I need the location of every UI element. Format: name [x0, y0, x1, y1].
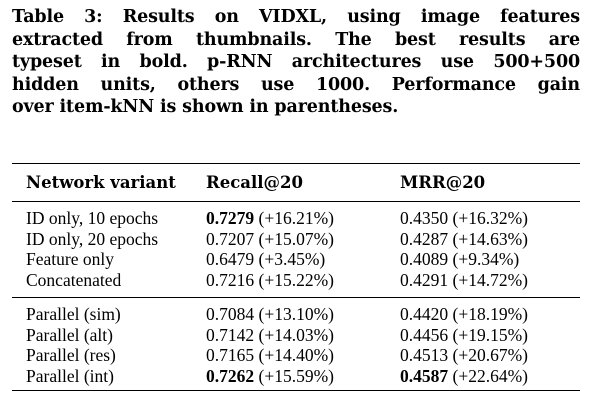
mrr-value: 0.4587: [400, 365, 449, 386]
header-recall: Recall@20: [206, 173, 303, 192]
cell-network-variant: Concatenated: [26, 269, 122, 290]
recall-gain: (+15.07%): [258, 228, 334, 249]
table-row: ID only, 10 epochs 0.7279 (+16.21%) 0.4350…: [12, 202, 580, 229]
caption-line: hidden units, others use 1000. Performan…: [12, 74, 580, 95]
cell-recall: 0.7142 (+14.03%): [206, 325, 400, 346]
recall-gain: (+14.40%): [258, 345, 334, 365]
cell-mrr: 0.4420 (+18.19%): [400, 298, 580, 325]
recall-gain: (+13.10%): [258, 304, 334, 324]
table-row: Feature only 0.6479 (+3.45%) 0.4089 (+9.34…: [12, 249, 580, 270]
table-row: Parallel (int) 0.7262 (+15.59%) 0.4587 (+2…: [12, 366, 580, 391]
results-table: Network variant Recall@20 MRR@20 ID only…: [12, 163, 580, 391]
mrr-value: 0.4350: [400, 208, 449, 228]
mrr-gain: (+9.34%): [452, 249, 520, 269]
caption-line: over item-kNN is shown in parentheses.: [12, 97, 399, 117]
mrr-value: 0.4089: [400, 249, 449, 269]
mrr-value: 0.4420: [400, 304, 449, 324]
cell-mrr: 0.4513 (+20.67%): [400, 345, 580, 366]
table-row: Parallel (alt) 0.7142 (+14.03%) 0.4456 (+1…: [12, 325, 580, 346]
mrr-gain: (+19.15%): [452, 324, 528, 345]
mrr-value: 0.4456: [400, 324, 449, 345]
mrr-gain: (+16.32%): [452, 208, 528, 228]
caption-line: typeset in bold. p-RNN architectures use…: [12, 52, 580, 72]
cell-recall: 0.7207 (+15.07%): [206, 229, 400, 250]
header-mrr: MRR@20: [400, 173, 486, 192]
recall-value: 0.7279: [206, 208, 255, 228]
table-caption: Table 3: Results on VIDXL, using image f…: [12, 6, 580, 119]
cell-mrr: 0.4456 (+19.15%): [400, 325, 580, 346]
recall-value: 0.7084: [206, 304, 255, 324]
mrr-value: 0.4513: [400, 345, 449, 365]
table-row: Parallel (sim) 0.7084 (+13.10%) 0.4420 (+1…: [12, 298, 580, 325]
cell-mrr: 0.4350 (+16.32%): [400, 202, 580, 229]
mrr-value: 0.4287: [400, 228, 449, 249]
mrr-gain: (+14.63%): [452, 228, 528, 249]
table-group-baseline: ID only, 10 epochs 0.7279 (+16.21%) 0.4350…: [12, 202, 580, 298]
recall-value: 0.7165: [206, 345, 255, 365]
cell-mrr: 0.4089 (+9.34%): [400, 249, 580, 270]
recall-gain: (+16.21%): [258, 208, 334, 228]
cell-network-variant: Parallel (res): [26, 345, 116, 365]
recall-value: 0.6479: [206, 249, 255, 269]
table-row: ID only, 20 epochs 0.7207 (+15.07%) 0.4287…: [12, 229, 580, 250]
recall-gain: (+3.45%): [258, 249, 326, 269]
recall-gain: (+14.03%): [258, 324, 334, 345]
cell-recall: 0.7279 (+16.21%): [206, 202, 400, 229]
cell-mrr: 0.4287 (+14.63%): [400, 229, 580, 250]
mrr-gain: (+14.72%): [452, 269, 528, 290]
caption-line: extracted from thumbnails. The best resu…: [12, 29, 580, 50]
recall-gain: (+15.59%): [258, 365, 334, 386]
cell-network-variant: Parallel (int): [26, 365, 114, 386]
caption-line: Table 3: Results on VIDXL, using image f…: [12, 7, 580, 27]
cell-recall: 0.7165 (+14.40%): [206, 345, 400, 366]
cell-network-variant: Feature only: [26, 249, 114, 269]
header-network-variant: Network variant: [26, 173, 176, 192]
recall-value: 0.7216: [206, 269, 255, 290]
table-header-row: Network variant Recall@20 MRR@20: [12, 163, 580, 202]
cell-network-variant: ID only, 20 epochs: [26, 228, 159, 249]
cell-network-variant: Parallel (alt): [26, 324, 113, 345]
cell-recall: 0.7216 (+15.22%): [206, 270, 400, 298]
recall-value: 0.7207: [206, 228, 255, 249]
mrr-gain: (+22.64%): [452, 365, 528, 386]
recall-gain: (+15.22%): [258, 269, 334, 290]
mrr-value: 0.4291: [400, 269, 449, 290]
cell-network-variant: Parallel (sim): [26, 304, 121, 324]
cell-recall: 0.7262 (+15.59%): [206, 366, 400, 391]
recall-value: 0.7262: [206, 365, 255, 386]
table-row: Parallel (res) 0.7165 (+14.40%) 0.4513 (+2…: [12, 345, 580, 366]
cell-mrr: 0.4587 (+22.64%): [400, 366, 580, 391]
cell-recall: 0.7084 (+13.10%): [206, 298, 400, 325]
table-row: Concatenated 0.7216 (+15.22%) 0.4291 (+14.…: [12, 270, 580, 298]
cell-network-variant: ID only, 10 epochs: [26, 208, 159, 228]
mrr-gain: (+20.67%): [452, 345, 528, 365]
cell-mrr: 0.4291 (+14.72%): [400, 270, 580, 298]
cell-recall: 0.6479 (+3.45%): [206, 249, 400, 270]
recall-value: 0.7142: [206, 324, 255, 345]
mrr-gain: (+18.19%): [452, 304, 528, 324]
table-group-parallel: Parallel (sim) 0.7084 (+13.10%) 0.4420 (+1…: [12, 298, 580, 391]
